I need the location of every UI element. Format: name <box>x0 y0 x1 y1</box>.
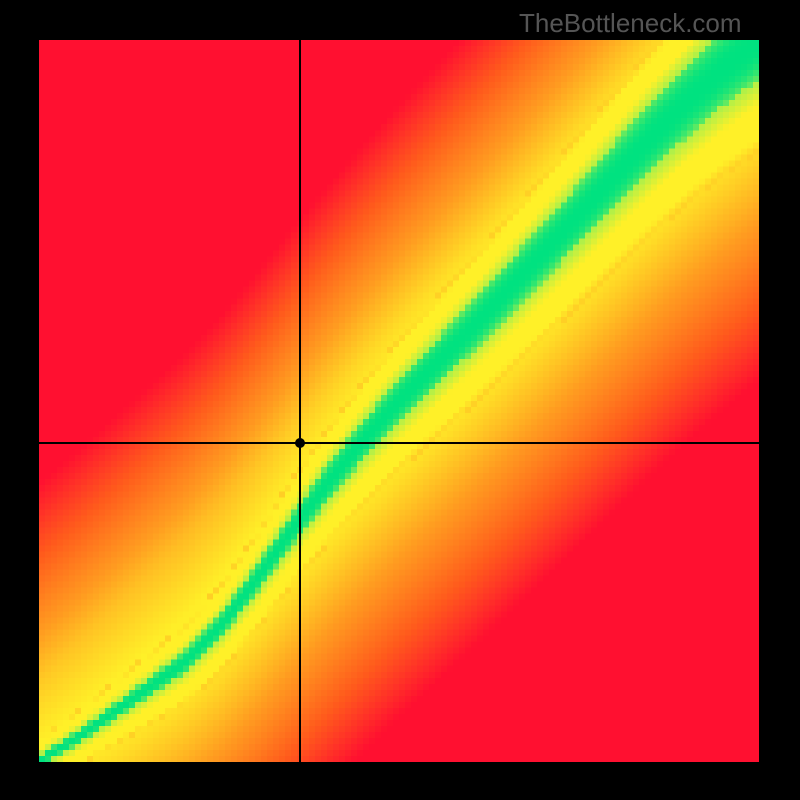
crosshair-vertical <box>299 40 301 762</box>
bottleneck-heatmap <box>39 40 759 762</box>
watermark-text: TheBottleneck.com <box>519 8 742 39</box>
chart-container: TheBottleneck.com <box>0 0 800 800</box>
crosshair-horizontal <box>39 442 759 444</box>
